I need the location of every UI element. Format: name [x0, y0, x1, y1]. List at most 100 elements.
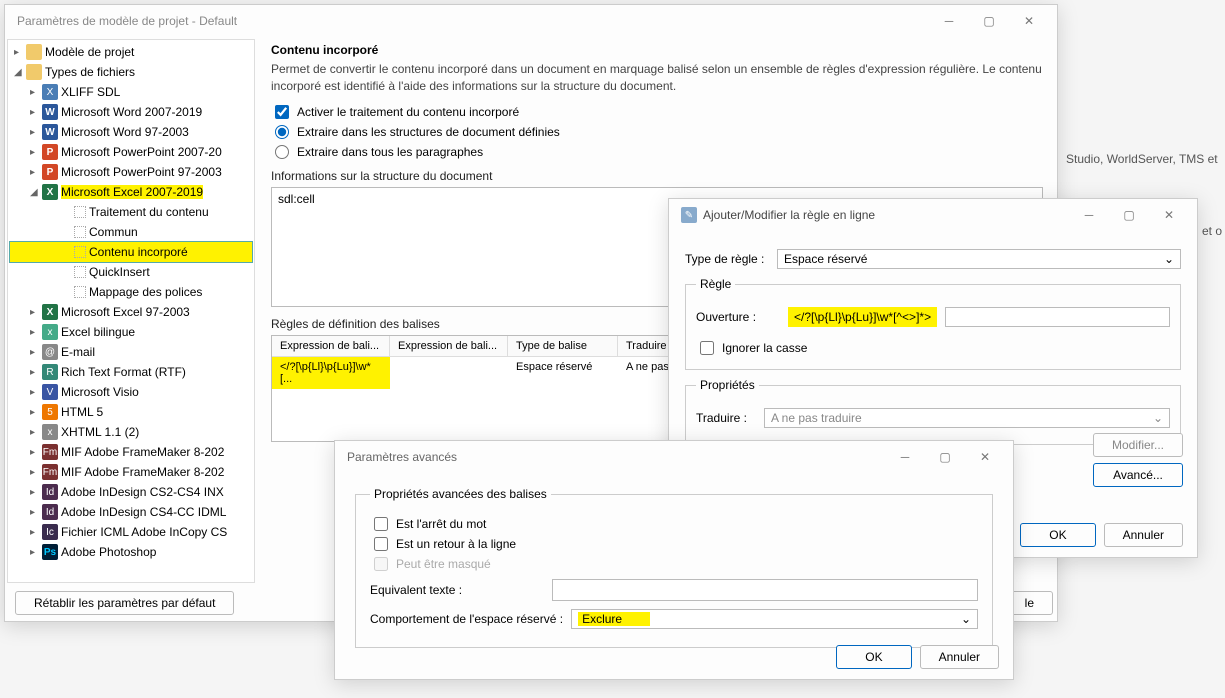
minimize-button[interactable]: ─ [885, 443, 925, 471]
ok-button[interactable]: OK [836, 645, 911, 669]
tree-item[interactable]: ▸FmMIF Adobe FrameMaker 8-202 [10, 442, 252, 462]
tree-arrow-icon[interactable]: ▸ [30, 487, 42, 498]
close-button[interactable]: ✕ [965, 443, 1005, 471]
minimize-button[interactable]: ─ [929, 7, 969, 35]
tree-item[interactable]: Traitement du contenu [10, 202, 252, 222]
tree-item[interactable]: ▸XMicrosoft Excel 97-2003 [10, 302, 252, 322]
tree-arrow-icon[interactable]: ▸ [30, 347, 42, 358]
tree-item-label: Traitement du contenu [89, 205, 209, 219]
tree-item[interactable]: Commun [10, 222, 252, 242]
text-equiv-input[interactable] [552, 579, 978, 601]
tree-item[interactable]: ◢Types de fichiers [10, 62, 252, 82]
tree-item[interactable]: ▸WMicrosoft Word 97-2003 [10, 122, 252, 142]
tree-item[interactable]: ◢XMicrosoft Excel 2007-2019 [10, 182, 252, 202]
cell [390, 357, 508, 389]
maximize-button[interactable]: ▢ [1109, 201, 1149, 229]
extract-all-label: Extraire dans tous les paragraphes [297, 145, 483, 159]
opening-value[interactable]: </?[\p{Ll}\p{Lu}]\w*[^<>]*> [788, 307, 937, 327]
tree-item-label: Commun [89, 225, 138, 239]
ignore-case-checkbox[interactable] [700, 341, 714, 355]
filetype-icon: X [42, 184, 58, 200]
tree-item[interactable]: ▸IdAdobe InDesign CS2-CS4 INX [10, 482, 252, 502]
tree-arrow-icon[interactable]: ▸ [30, 387, 42, 398]
extract-all-radio[interactable] [275, 145, 289, 159]
filetype-icon: W [42, 124, 58, 140]
tree-item-label: Adobe Photoshop [61, 545, 156, 559]
tree-pane[interactable]: ▸Modèle de projet◢Types de fichiers▸XXLI… [7, 39, 255, 583]
tree-item[interactable]: ▸PsAdobe Photoshop [10, 542, 252, 562]
tree-arrow-icon[interactable]: ▸ [30, 527, 42, 538]
tree-arrow-icon[interactable]: ▸ [30, 447, 42, 458]
filetype-icon: @ [42, 344, 58, 360]
tree-item-label: XLIFF SDL [61, 85, 120, 99]
tree-arrow-icon[interactable]: ▸ [30, 107, 42, 118]
tree-item[interactable]: ▸5HTML 5 [10, 402, 252, 422]
opening-label: Ouverture : [696, 310, 780, 324]
word-stop-label: Est l'arrêt du mot [396, 517, 486, 531]
tree-item[interactable]: ▸FmMIF Adobe FrameMaker 8-202 [10, 462, 252, 482]
dialog-icon: ✎ [681, 207, 697, 223]
tree-item-label: E-mail [61, 345, 95, 359]
tree-arrow-icon[interactable]: ▸ [30, 167, 42, 178]
can-hide-checkbox [374, 557, 388, 571]
maximize-button[interactable]: ▢ [925, 443, 965, 471]
tree-item[interactable]: ▸@E-mail [10, 342, 252, 362]
cancel-button[interactable]: Annuler [1104, 523, 1183, 547]
close-button[interactable]: ✕ [1009, 7, 1049, 35]
tree-item[interactable]: Mappage des polices [10, 282, 252, 302]
tree-arrow-icon[interactable]: ▸ [30, 327, 42, 338]
filetype-icon: P [42, 144, 58, 160]
tree-item[interactable]: ▸PMicrosoft PowerPoint 97-2003 [10, 162, 252, 182]
tree-item[interactable]: ▸WMicrosoft Word 2007-2019 [10, 102, 252, 122]
ok-button[interactable]: OK [1020, 523, 1095, 547]
tree-arrow-icon[interactable]: ▸ [30, 547, 42, 558]
tree-arrow-icon[interactable]: ▸ [30, 307, 42, 318]
tree-item[interactable]: ▸RRich Text Format (RTF) [10, 362, 252, 382]
tree-leaf-icon [74, 286, 86, 298]
tree-arrow-icon[interactable]: ◢ [30, 187, 42, 198]
minimize-button[interactable]: ─ [1069, 201, 1109, 229]
close-button[interactable]: ✕ [1149, 201, 1189, 229]
rule-type-dropdown[interactable]: Espace réservé ⌄ [777, 249, 1181, 269]
text-equiv-label: Equivalent texte : [370, 583, 544, 597]
maximize-button[interactable]: ▢ [969, 7, 1009, 35]
tree-item[interactable]: Contenu incorporé [10, 242, 252, 262]
word-stop-checkbox[interactable] [374, 517, 388, 531]
tree-arrow-icon[interactable]: ▸ [30, 507, 42, 518]
tree-arrow-icon[interactable]: ▸ [30, 87, 42, 98]
modify-button[interactable]: Modifier... [1093, 433, 1183, 457]
tree-item[interactable]: ▸Modèle de projet [10, 42, 252, 62]
titlebar: Paramètres de modèle de projet - Default… [5, 5, 1057, 37]
tree-arrow-icon[interactable]: ▸ [30, 147, 42, 158]
tree-item[interactable]: ▸VMicrosoft Visio [10, 382, 252, 402]
tree-arrow-icon[interactable]: ▸ [30, 367, 42, 378]
tree-arrow-icon[interactable]: ▸ [30, 127, 42, 138]
extract-defined-radio[interactable] [275, 125, 289, 139]
enable-embedded-label: Activer le traitement du contenu incorpo… [297, 105, 519, 119]
chevron-down-icon: ⌄ [1164, 252, 1174, 266]
tree-item[interactable]: QuickInsert [10, 262, 252, 282]
rule-type-label: Type de règle : [685, 252, 769, 266]
tree-item[interactable]: ▸xExcel bilingue [10, 322, 252, 342]
enable-embedded-checkbox[interactable] [275, 105, 289, 119]
tree-item[interactable]: ▸PMicrosoft PowerPoint 2007-20 [10, 142, 252, 162]
translate-dropdown[interactable]: A ne pas traduire ⌄ [764, 408, 1170, 428]
tree-arrow-icon[interactable]: ◢ [14, 67, 26, 78]
col-header[interactable]: Expression de bali... [272, 336, 390, 356]
tree-arrow-icon[interactable]: ▸ [30, 467, 42, 478]
col-header[interactable]: Expression de bali... [390, 336, 508, 356]
background-text: Studio, WorldServer, TMS et [1066, 152, 1218, 166]
tree-item[interactable]: ▸XXLIFF SDL [10, 82, 252, 102]
tree-item[interactable]: ▸IdAdobe InDesign CS4-CC IDML [10, 502, 252, 522]
placeholder-behaviour-dropdown[interactable]: Exclure ⌄ [571, 609, 978, 629]
tree-arrow-icon[interactable]: ▸ [30, 427, 42, 438]
advanced-button[interactable]: Avancé... [1093, 463, 1183, 487]
tree-arrow-icon[interactable]: ▸ [14, 47, 26, 58]
tree-item[interactable]: ▸IcFichier ICML Adobe InCopy CS [10, 522, 252, 542]
tree-arrow-icon[interactable]: ▸ [30, 407, 42, 418]
reset-defaults-button[interactable]: Rétablir les paramètres par défaut [15, 591, 234, 615]
col-header[interactable]: Type de balise [508, 336, 618, 356]
tree-item[interactable]: ▸xXHTML 1.1 (2) [10, 422, 252, 442]
cancel-button[interactable]: Annuler [920, 645, 999, 669]
line-break-checkbox[interactable] [374, 537, 388, 551]
